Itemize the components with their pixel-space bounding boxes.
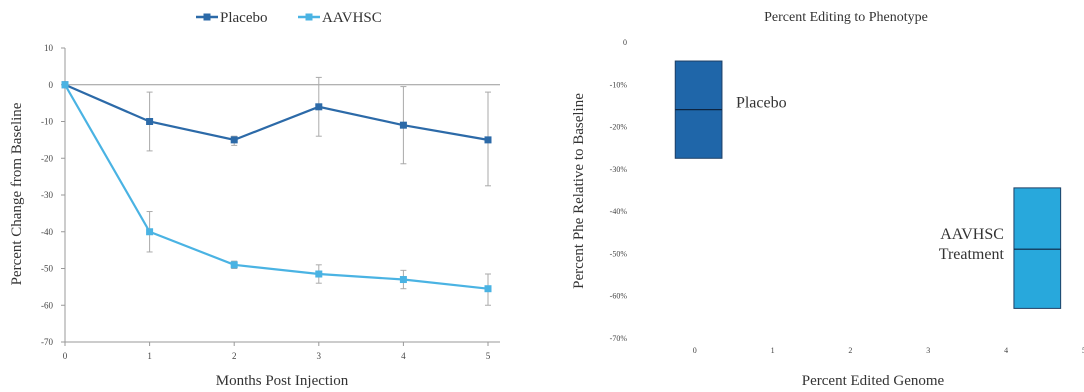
series-line bbox=[64, 83, 489, 142]
y-tick-label: -60% bbox=[610, 292, 628, 301]
box-label: Placebo bbox=[736, 95, 787, 112]
x-tick-label: 3 bbox=[926, 346, 930, 355]
data-point bbox=[399, 121, 407, 129]
boxes-group: Placebo AAVHSC Treatment bbox=[674, 60, 1062, 309]
box-rect bbox=[1013, 187, 1062, 309]
data-point bbox=[399, 276, 407, 284]
x-tick-label: 0 bbox=[693, 346, 697, 355]
data-point bbox=[146, 228, 154, 236]
series-placebo bbox=[61, 76, 492, 187]
data-point bbox=[315, 270, 323, 278]
series-aavhsc bbox=[61, 81, 492, 306]
data-point bbox=[230, 136, 238, 144]
x-tick-label: 3 bbox=[317, 351, 322, 361]
y-tick-label: -20% bbox=[610, 123, 628, 132]
y-tick-label: -40% bbox=[610, 207, 628, 216]
data-point bbox=[146, 118, 154, 125]
x-axis-label: Months Post Injection bbox=[216, 373, 349, 389]
box-aavhsc-treatment: AAVHSC Treatment bbox=[939, 187, 1062, 309]
y-tick-label: -50 bbox=[41, 264, 53, 274]
series-line bbox=[64, 84, 489, 290]
y-tick-label: 10 bbox=[44, 43, 54, 53]
x-tick-label: 0 bbox=[63, 351, 68, 361]
x-tick-label: 2 bbox=[848, 346, 852, 355]
y-tick-label: -30 bbox=[41, 190, 53, 200]
box-chart: Percent Editing to Phenotype 0 -10% -20% -3… bbox=[571, 10, 1084, 389]
x-tick-label: 4 bbox=[1004, 346, 1008, 355]
data-point bbox=[484, 285, 492, 293]
data-point bbox=[484, 136, 492, 144]
y-tick-label: -60 bbox=[41, 300, 53, 310]
data-point bbox=[61, 81, 69, 89]
x-tick-label: 1 bbox=[771, 346, 775, 355]
y-axis-ticks: 0 -10% -20% -30% -40% -50% -60% -70% bbox=[610, 38, 628, 343]
x-tick-label: 4 bbox=[401, 351, 406, 361]
y-tick-label: 0 bbox=[623, 38, 627, 47]
chart-title: Percent Editing to Phenotype bbox=[764, 10, 928, 25]
line-chart: Placebo AAVHSC 100-10-20-30-40-50-60-70 0… bbox=[9, 10, 500, 389]
legend: Placebo AAVHSC bbox=[196, 10, 382, 26]
y-tick-label: -40 bbox=[41, 227, 53, 237]
x-tick-label: 5 bbox=[1082, 346, 1084, 355]
y-tick-label: -50% bbox=[610, 249, 628, 258]
box-label: AAVHSC bbox=[940, 226, 1004, 243]
y-axis-label: Percent Change from Baseline bbox=[9, 102, 25, 285]
y-axis-ticks: 10 0 -10 -20 -30 -40 -50 -60 -70 bbox=[41, 43, 65, 347]
x-tick-label: 5 bbox=[486, 351, 491, 361]
legend-swatch-marker bbox=[203, 13, 211, 21]
legend-label: AAVHSC bbox=[322, 10, 382, 26]
x-tick-label: 2 bbox=[232, 351, 237, 361]
y-axis-label: Percent Phe Relative to Baseline bbox=[571, 93, 587, 289]
y-tick-label: -70 bbox=[41, 337, 53, 347]
y-tick-label: -20 bbox=[41, 153, 53, 163]
y-tick-label: -30% bbox=[610, 165, 628, 174]
x-tick-label: 1 bbox=[147, 351, 152, 361]
x-axis-ticks: 0 1 2 3 4 5 bbox=[693, 346, 1084, 355]
legend-swatch-marker bbox=[305, 13, 313, 21]
y-tick-label: -10 bbox=[41, 117, 53, 127]
box-label: Treatment bbox=[939, 246, 1005, 263]
data-point bbox=[230, 261, 238, 269]
y-tick-label: -70% bbox=[610, 334, 628, 343]
data-point bbox=[315, 103, 323, 111]
y-tick-label: -10% bbox=[610, 80, 628, 89]
x-axis-ticks: 0 1 2 3 4 5 bbox=[63, 342, 491, 361]
legend-label: Placebo bbox=[220, 10, 267, 26]
x-axis-label: Percent Edited Genome bbox=[802, 373, 945, 389]
series-group bbox=[61, 76, 492, 306]
y-tick-label: 0 bbox=[49, 80, 54, 90]
box-placebo: Placebo bbox=[674, 60, 787, 159]
